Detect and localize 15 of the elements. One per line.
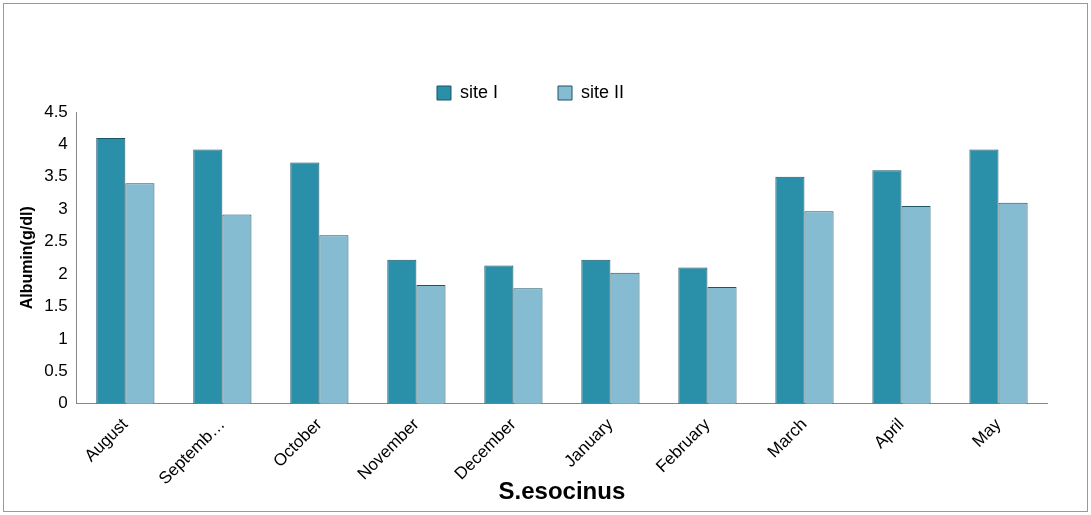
y-tick-label: 2: [58, 263, 68, 283]
x-tick-label: May: [968, 414, 1005, 451]
legend-label: site II: [581, 81, 625, 102]
y-tick-label: 1: [58, 328, 68, 348]
y-tick-label: 2.5: [44, 231, 68, 251]
x-axis-title: S.esocinus: [498, 477, 626, 505]
y-tick-label: 1.5: [44, 296, 68, 316]
y-tick-label: 4: [58, 134, 68, 154]
y-tick-label: 3.5: [44, 166, 68, 186]
y-tick-label: 3: [58, 198, 68, 218]
y-axis-title: Albumin(g/dl): [18, 206, 36, 310]
y-tick-label: 4.5: [44, 101, 68, 121]
y-tick-label: 0: [58, 393, 68, 413]
legend-label: site I: [459, 81, 498, 102]
y-tick-label: 0.5: [44, 360, 68, 380]
